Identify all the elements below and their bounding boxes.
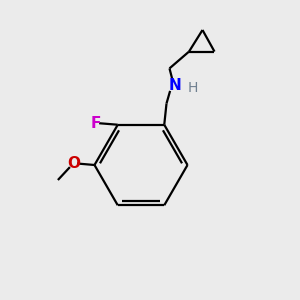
Text: N: N <box>169 78 182 93</box>
Text: F: F <box>91 116 101 131</box>
Text: O: O <box>67 156 80 171</box>
Text: H: H <box>188 82 198 95</box>
